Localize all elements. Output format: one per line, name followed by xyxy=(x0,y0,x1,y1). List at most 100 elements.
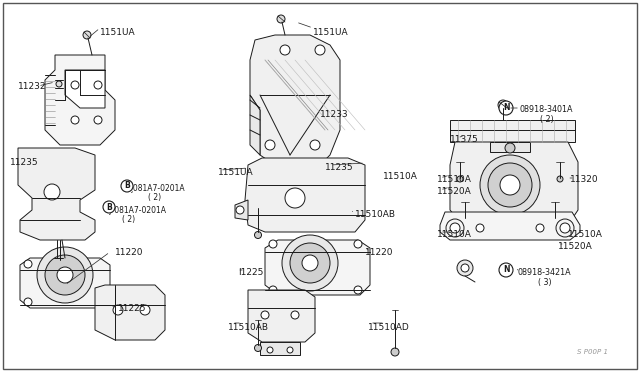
Polygon shape xyxy=(450,142,578,222)
Text: 1151UA: 1151UA xyxy=(218,168,253,177)
Text: 08918-3401A: 08918-3401A xyxy=(520,105,573,114)
Circle shape xyxy=(282,235,338,291)
Circle shape xyxy=(269,286,277,294)
Circle shape xyxy=(287,347,293,353)
Polygon shape xyxy=(260,342,300,355)
Circle shape xyxy=(265,140,275,150)
Circle shape xyxy=(255,231,262,238)
Text: 11510AD: 11510AD xyxy=(368,323,410,332)
Circle shape xyxy=(285,188,305,208)
Text: 08918-3421A: 08918-3421A xyxy=(518,268,572,277)
Text: B: B xyxy=(106,202,112,212)
Polygon shape xyxy=(440,212,580,240)
Polygon shape xyxy=(245,158,365,232)
Circle shape xyxy=(457,176,463,182)
Text: 11520A: 11520A xyxy=(558,242,593,251)
Circle shape xyxy=(71,81,79,89)
Text: B: B xyxy=(124,182,130,190)
Circle shape xyxy=(267,347,273,353)
Polygon shape xyxy=(250,35,340,165)
Circle shape xyxy=(302,255,318,271)
Circle shape xyxy=(552,216,558,222)
Circle shape xyxy=(310,140,320,150)
Circle shape xyxy=(499,101,513,115)
Text: 1151UA: 1151UA xyxy=(313,28,349,37)
Polygon shape xyxy=(490,142,530,152)
Circle shape xyxy=(269,240,277,248)
Circle shape xyxy=(37,247,93,303)
Circle shape xyxy=(557,176,563,182)
Circle shape xyxy=(354,240,362,248)
Text: ¸081A7-0201A: ¸081A7-0201A xyxy=(130,183,186,192)
Text: 11510AB: 11510AB xyxy=(228,323,269,332)
Circle shape xyxy=(98,298,106,306)
Text: ( 2): ( 2) xyxy=(122,215,135,224)
Text: l1225: l1225 xyxy=(238,268,264,277)
Text: 11235: 11235 xyxy=(325,163,354,172)
Circle shape xyxy=(290,243,330,283)
Text: S P00P 1: S P00P 1 xyxy=(577,349,608,355)
Text: 11220: 11220 xyxy=(115,248,143,257)
Circle shape xyxy=(103,201,115,213)
Circle shape xyxy=(140,305,150,315)
Circle shape xyxy=(83,31,91,39)
Bar xyxy=(450,120,575,142)
Text: 1151UA: 1151UA xyxy=(100,28,136,37)
Circle shape xyxy=(56,81,62,87)
Circle shape xyxy=(277,15,285,23)
Circle shape xyxy=(24,260,32,268)
Text: ¸ 081A7-0201A: ¸ 081A7-0201A xyxy=(108,205,166,214)
Polygon shape xyxy=(265,240,370,295)
Circle shape xyxy=(45,255,85,295)
Circle shape xyxy=(560,223,570,233)
Circle shape xyxy=(55,259,61,265)
Circle shape xyxy=(461,264,469,272)
Polygon shape xyxy=(235,200,248,220)
Polygon shape xyxy=(250,95,260,155)
Circle shape xyxy=(94,81,102,89)
Text: 11233: 11233 xyxy=(320,110,349,119)
Circle shape xyxy=(488,163,532,207)
Text: ( 2): ( 2) xyxy=(540,115,554,124)
Text: ( 2): ( 2) xyxy=(148,193,161,202)
Circle shape xyxy=(500,175,520,195)
Text: 11232: 11232 xyxy=(18,82,47,91)
Text: 11510A: 11510A xyxy=(437,230,472,239)
Circle shape xyxy=(94,116,102,124)
Circle shape xyxy=(354,286,362,294)
Text: 11510A: 11510A xyxy=(383,172,418,181)
Polygon shape xyxy=(18,148,95,240)
Polygon shape xyxy=(95,285,165,340)
Text: 11520A: 11520A xyxy=(437,187,472,196)
Circle shape xyxy=(255,344,262,352)
Circle shape xyxy=(315,45,325,55)
Circle shape xyxy=(505,143,515,153)
Text: ( 3): ( 3) xyxy=(538,278,552,287)
Circle shape xyxy=(71,116,79,124)
Circle shape xyxy=(391,348,399,356)
Circle shape xyxy=(61,259,67,265)
Circle shape xyxy=(280,45,290,55)
Circle shape xyxy=(121,180,133,192)
Circle shape xyxy=(450,223,460,233)
Text: N: N xyxy=(503,103,509,112)
Polygon shape xyxy=(45,55,115,145)
Circle shape xyxy=(498,100,508,110)
Text: N: N xyxy=(503,266,509,275)
Circle shape xyxy=(113,305,123,315)
Text: 11375: 11375 xyxy=(450,135,479,144)
Circle shape xyxy=(536,224,544,232)
Circle shape xyxy=(480,155,540,215)
Circle shape xyxy=(499,263,513,277)
Text: 11235: 11235 xyxy=(10,158,38,167)
Circle shape xyxy=(236,206,244,214)
Polygon shape xyxy=(20,258,110,308)
Circle shape xyxy=(24,298,32,306)
Circle shape xyxy=(476,224,484,232)
Polygon shape xyxy=(65,70,105,108)
Text: 11320: 11320 xyxy=(570,175,598,184)
Text: 11510A: 11510A xyxy=(568,230,603,239)
Text: 11220: 11220 xyxy=(365,248,394,257)
Text: 11225: 11225 xyxy=(118,304,147,313)
Circle shape xyxy=(462,216,468,222)
